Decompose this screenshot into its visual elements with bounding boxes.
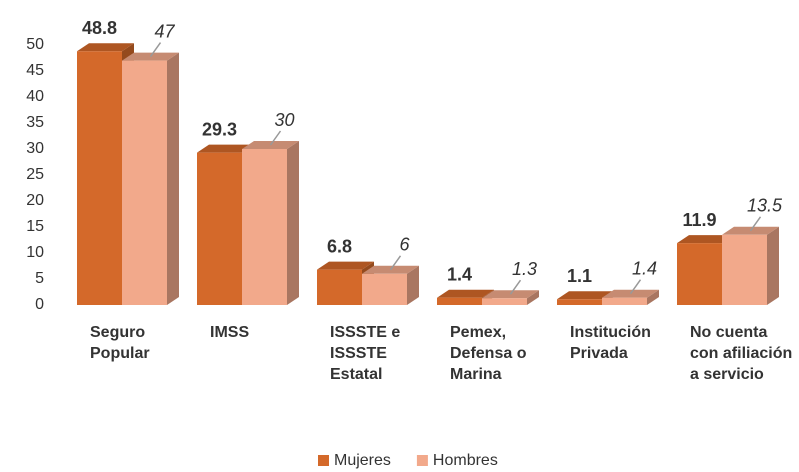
legend-swatch bbox=[416, 455, 428, 466]
y-tick-label: 35 bbox=[26, 114, 44, 131]
leader-line bbox=[149, 42, 162, 58]
data-label: 29.3 bbox=[202, 119, 237, 139]
x-tick-label: IMSS bbox=[210, 324, 250, 341]
data-label: 6 bbox=[399, 235, 410, 255]
y-tick-label: 15 bbox=[26, 218, 44, 235]
data-label: 6.8 bbox=[327, 236, 352, 256]
y-tick-label: 30 bbox=[26, 140, 44, 157]
bar bbox=[722, 226, 779, 305]
y-tick-label: 25 bbox=[26, 166, 44, 183]
bar bbox=[677, 235, 734, 305]
x-tick-label: Seguro Popular bbox=[90, 324, 150, 362]
x-tick-label: ISSSTE e ISSSTE Estatal bbox=[330, 324, 401, 383]
bar bbox=[362, 265, 419, 305]
leader-line bbox=[629, 279, 642, 295]
data-label: 30 bbox=[274, 110, 294, 130]
leader-line bbox=[509, 279, 522, 295]
data-label: 1.4 bbox=[632, 258, 657, 278]
x-tick-label: No cuenta con afiliación a servicio bbox=[690, 324, 793, 383]
y-tick-label: 20 bbox=[26, 192, 44, 209]
y-tick-label: 10 bbox=[26, 244, 44, 261]
data-label: 1.3 bbox=[512, 259, 537, 279]
data-label: 1.1 bbox=[567, 266, 592, 286]
y-tick-label: 40 bbox=[26, 88, 44, 105]
bar bbox=[122, 52, 179, 305]
y-tick-label: 5 bbox=[35, 270, 44, 287]
x-tick-label: Pemex, Defensa o Marina bbox=[450, 324, 527, 383]
bar bbox=[242, 141, 299, 305]
legend-label: Mujeres bbox=[334, 452, 391, 469]
data-label: 1.4 bbox=[447, 264, 472, 284]
legend-swatch bbox=[318, 455, 329, 466]
data-label: 48.8 bbox=[82, 18, 117, 38]
leader-line bbox=[749, 216, 762, 232]
x-tick-label: Institución Privada bbox=[570, 324, 651, 362]
legend-label: Hombres bbox=[433, 452, 498, 469]
data-label: 13.5 bbox=[747, 196, 783, 216]
leader-line bbox=[269, 130, 282, 146]
y-tick-label: 0 bbox=[35, 296, 44, 313]
leader-line bbox=[389, 255, 402, 271]
y-tick-label: 50 bbox=[26, 36, 44, 53]
data-label: 11.9 bbox=[682, 210, 716, 230]
data-label: 47 bbox=[154, 21, 175, 41]
y-tick-label: 45 bbox=[26, 62, 44, 79]
